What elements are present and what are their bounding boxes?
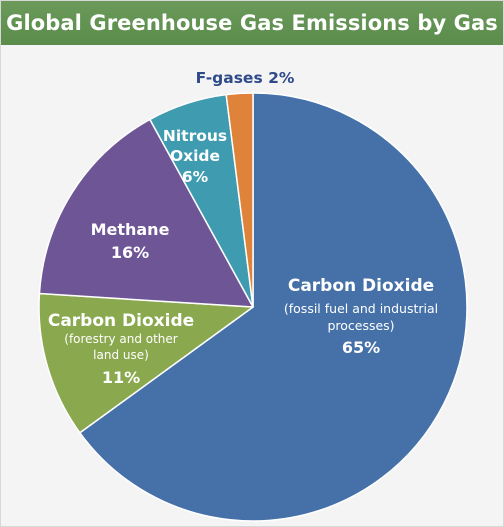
label-methane-pct: 16% bbox=[111, 243, 149, 262]
pie-slice-0 bbox=[79, 92, 468, 522]
pie-slices bbox=[38, 92, 468, 522]
label-nitrous-pct: 6% bbox=[182, 168, 209, 186]
label-nitrous-name-1: Nitrous bbox=[163, 127, 227, 145]
label-fgases: F-gases 2% bbox=[196, 69, 295, 87]
label-co2-fossil-pct: 65% bbox=[342, 338, 380, 357]
label-co2-forestry-note-2: land use) bbox=[93, 348, 149, 362]
label-co2-fossil-name: Carbon Dioxide bbox=[288, 276, 434, 296]
label-methane-name: Methane bbox=[91, 220, 170, 239]
label-nitrous-name-2: Oxide bbox=[170, 147, 220, 165]
label-co2-forestry-name: Carbon Dioxide bbox=[48, 311, 194, 331]
chart-title: Global Greenhouse Gas Emissions by Gas bbox=[6, 11, 498, 35]
pie-labels: Carbon Dioxide (fossil fuel and industri… bbox=[48, 69, 438, 387]
label-co2-fossil-note-1: (fossil fuel and industrial bbox=[284, 301, 438, 316]
pie-slice-4 bbox=[225, 92, 254, 308]
label-co2-fossil-note-2: processes) bbox=[327, 318, 394, 333]
chart-header: Global Greenhouse Gas Emissions by Gas bbox=[1, 1, 503, 45]
pie-slice-1 bbox=[38, 292, 254, 434]
pie-slice-2 bbox=[38, 118, 254, 308]
label-co2-forestry-pct: 11% bbox=[102, 368, 140, 387]
label-co2-forestry-note-1: (forestry and other bbox=[64, 332, 178, 346]
